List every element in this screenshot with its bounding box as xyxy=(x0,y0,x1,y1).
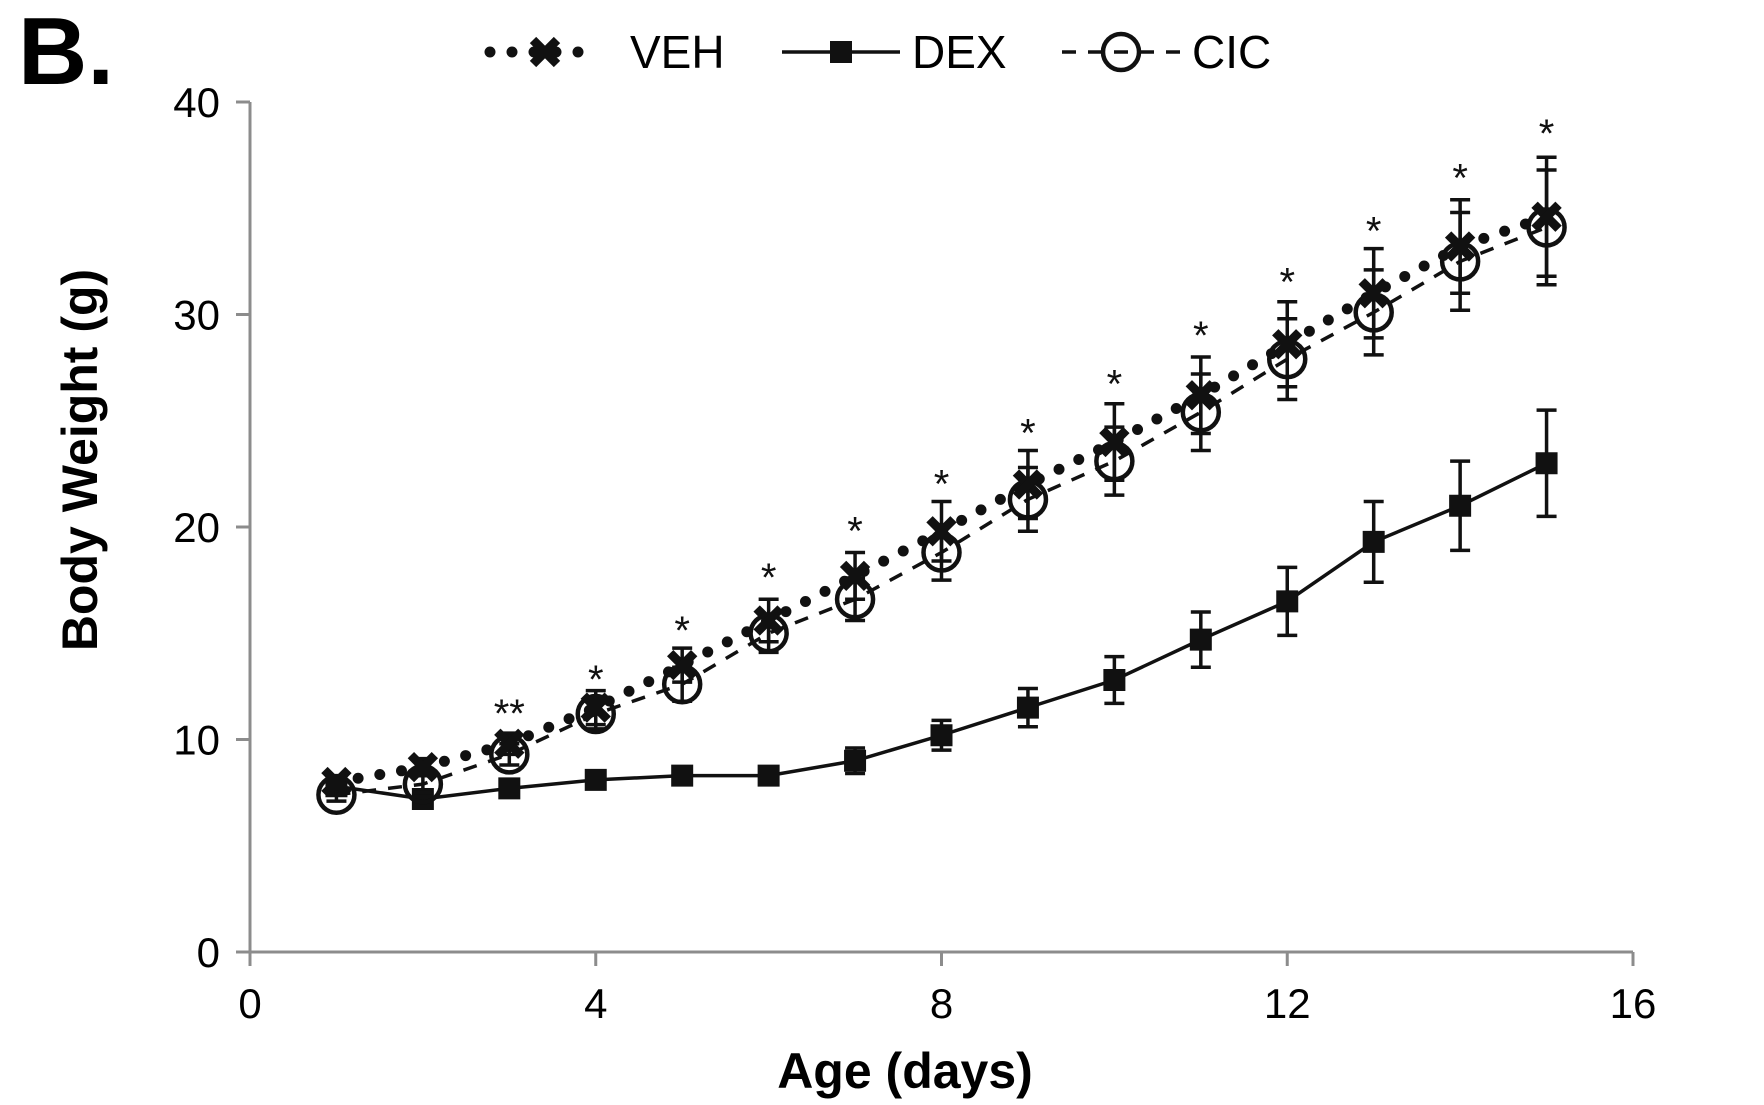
data-point-dex xyxy=(1189,628,1212,651)
data-point-dex xyxy=(584,768,607,791)
data-point-dex xyxy=(1103,669,1126,691)
data-point-dex xyxy=(1535,452,1558,475)
data-point-veh xyxy=(1099,426,1130,458)
significance-marker: ** xyxy=(494,692,525,736)
data-point-veh xyxy=(839,560,871,592)
data-point-dex xyxy=(1362,530,1385,553)
series-veh xyxy=(321,155,1562,798)
data-point-veh xyxy=(1272,329,1303,360)
y-tick-label: 20 xyxy=(173,504,220,551)
x-marker-stroke xyxy=(926,516,957,547)
x-marker-stroke xyxy=(494,728,525,759)
data-point-dex xyxy=(1276,590,1299,613)
x-marker-stroke xyxy=(1185,380,1216,411)
data-point-dex xyxy=(498,777,521,800)
x-marker-stroke xyxy=(1012,469,1044,500)
x-tick-label: 0 xyxy=(238,980,261,1027)
x-tick-label: 16 xyxy=(1610,980,1657,1027)
y-tick-label: 10 xyxy=(173,717,220,764)
x-marker-stroke xyxy=(1444,231,1476,262)
x-marker-stroke xyxy=(667,649,698,681)
significance-marker: * xyxy=(1279,261,1295,305)
x-marker-stroke xyxy=(753,605,784,636)
data-point-veh xyxy=(1444,231,1476,262)
x-tick-label: 8 xyxy=(930,980,953,1027)
data-point-veh xyxy=(1012,469,1044,500)
x-marker-stroke xyxy=(1099,426,1130,458)
data-point-dex xyxy=(1016,696,1039,719)
legend-marker-veh xyxy=(529,36,561,68)
x-marker-stroke xyxy=(321,766,352,798)
x-tick-label: 4 xyxy=(584,980,607,1027)
significance-marker: * xyxy=(1452,157,1468,201)
x-marker-stroke xyxy=(1272,329,1303,360)
data-point-veh xyxy=(580,692,611,723)
significance-marker: * xyxy=(1193,314,1209,358)
legend-item-dex: DEX xyxy=(782,26,1007,78)
x-axis-label: Age (days) xyxy=(777,1043,1033,1099)
axes: 0 10 20 30 40 0 4 8 12 16 xyxy=(173,79,1656,1027)
x-marker-stroke xyxy=(529,36,561,68)
data-point-veh xyxy=(1185,380,1216,411)
series-layer xyxy=(316,155,1567,815)
x-marker-stroke xyxy=(580,692,611,723)
legend-label-cic: CIC xyxy=(1192,26,1271,78)
data-point-dex xyxy=(1449,494,1472,517)
data-point-veh xyxy=(926,516,957,547)
annotations: ************** xyxy=(494,112,1555,736)
data-point-dex xyxy=(844,749,867,772)
significance-marker: * xyxy=(588,658,604,702)
significance-marker: * xyxy=(1539,112,1555,156)
y-tick-label: 40 xyxy=(173,79,220,126)
legend-label-veh: VEH xyxy=(630,26,725,78)
legend: VEH DEX CIC xyxy=(484,26,1271,78)
y-tick-label: 30 xyxy=(173,292,220,339)
data-point-veh xyxy=(1358,278,1389,309)
data-point-veh xyxy=(667,649,698,681)
y-tick-label: 0 xyxy=(197,929,220,976)
panel-label: B. xyxy=(18,0,114,105)
legend-item-veh: VEH xyxy=(484,26,725,78)
x-marker-stroke xyxy=(1358,278,1389,309)
legend-marker-cic xyxy=(1100,31,1142,73)
significance-marker: * xyxy=(1107,363,1123,407)
data-point-veh xyxy=(494,728,525,759)
data-point-dex xyxy=(671,764,694,787)
significance-marker: * xyxy=(1020,412,1036,456)
data-point-dex xyxy=(930,724,953,747)
legend-item-cic: CIC xyxy=(1062,26,1271,78)
x-tick-label: 12 xyxy=(1264,980,1311,1027)
data-point-veh xyxy=(321,766,352,798)
x-marker-stroke xyxy=(1531,201,1562,232)
data-point-veh xyxy=(753,605,784,636)
x-marker-stroke xyxy=(407,751,439,783)
significance-marker: * xyxy=(934,463,950,507)
significance-marker: * xyxy=(761,556,777,600)
legend-label-dex: DEX xyxy=(912,26,1007,78)
data-point-veh xyxy=(407,751,439,783)
significance-marker: * xyxy=(674,609,690,653)
data-point-veh xyxy=(1531,201,1562,232)
x-marker-stroke xyxy=(839,560,871,592)
data-point-dex xyxy=(757,764,780,787)
significance-marker: * xyxy=(847,509,863,553)
y-axis-label: Body Weight (g) xyxy=(52,269,108,651)
legend-marker-dex xyxy=(830,41,852,63)
significance-marker: * xyxy=(1366,210,1382,254)
